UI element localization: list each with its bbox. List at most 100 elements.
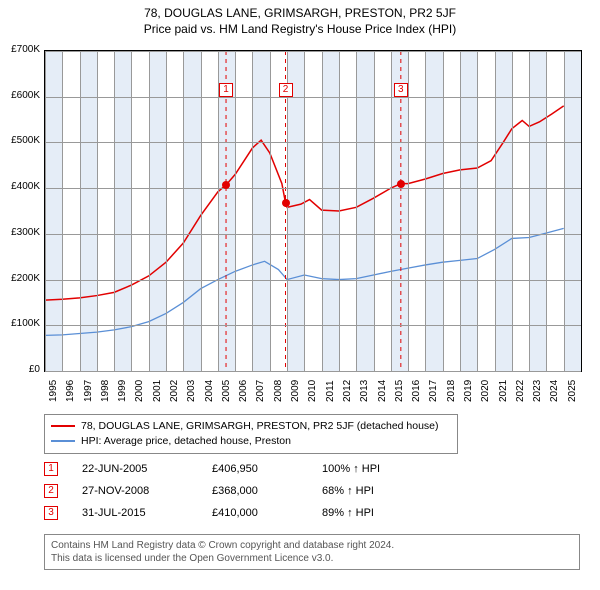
gridline-v	[80, 51, 81, 371]
event-marker-box: 2	[279, 83, 293, 97]
gridline-v	[218, 51, 219, 371]
transaction-row: 1 22-JUN-2005£406,950100% ↑ HPI	[44, 462, 580, 478]
row-price: £410,000	[212, 507, 322, 519]
y-axis-label: £0	[0, 364, 40, 375]
gridline-v	[546, 51, 547, 371]
gridline-v	[425, 51, 426, 371]
x-axis-label: 2010	[307, 380, 318, 402]
y-axis-label: £700K	[0, 44, 40, 55]
gridline-h	[45, 371, 581, 372]
event-point	[222, 181, 230, 189]
gridline-v	[45, 51, 46, 371]
legend-swatch	[51, 425, 75, 427]
x-axis-label: 1998	[100, 380, 111, 402]
x-axis-label: 2022	[515, 380, 526, 402]
x-axis-label: 2016	[411, 380, 422, 402]
gridline-h	[45, 142, 581, 143]
x-axis-label: 2013	[359, 380, 370, 402]
gridline-v	[201, 51, 202, 371]
gridline-v	[391, 51, 392, 371]
gridline-h	[45, 97, 581, 98]
gridline-v	[114, 51, 115, 371]
chart-subtitle: Price paid vs. HM Land Registry's House …	[0, 22, 600, 36]
row-date: 27-NOV-2008	[82, 485, 212, 497]
x-axis-label: 2002	[169, 380, 180, 402]
x-axis-label: 2000	[134, 380, 145, 402]
x-axis-label: 2023	[532, 380, 543, 402]
row-marker: 3	[44, 506, 58, 520]
x-axis-label: 2009	[290, 380, 301, 402]
gridline-h	[45, 188, 581, 189]
gridline-v	[131, 51, 132, 371]
gridline-v	[460, 51, 461, 371]
footer-line-2: This data is licensed under the Open Gov…	[51, 552, 573, 565]
x-axis-label: 1999	[117, 380, 128, 402]
address-title: 78, DOUGLAS LANE, GRIMSARGH, PRESTON, PR…	[0, 6, 600, 20]
gridline-v	[356, 51, 357, 371]
x-axis-label: 2011	[325, 380, 336, 402]
x-axis-label: 1997	[83, 380, 94, 402]
x-axis-label: 2001	[152, 380, 163, 402]
row-date: 22-JUN-2005	[82, 463, 212, 475]
row-marker: 1	[44, 462, 58, 476]
gridline-v	[495, 51, 496, 371]
gridline-v	[529, 51, 530, 371]
gridline-v	[287, 51, 288, 371]
legend-text: 78, DOUGLAS LANE, GRIMSARGH, PRESTON, PR…	[81, 420, 439, 432]
row-price: £368,000	[212, 485, 322, 497]
gridline-v	[374, 51, 375, 371]
x-axis-label: 2014	[377, 380, 388, 402]
x-axis-label: 2012	[342, 380, 353, 402]
gridline-v	[564, 51, 565, 371]
event-marker-box: 1	[219, 83, 233, 97]
x-axis-label: 2019	[463, 380, 474, 402]
gridline-h	[45, 51, 581, 52]
gridline-h	[45, 280, 581, 281]
gridline-v	[477, 51, 478, 371]
legend-row: HPI: Average price, detached house, Pres…	[51, 434, 451, 449]
x-axis-label: 2020	[480, 380, 491, 402]
gridline-v	[322, 51, 323, 371]
y-axis-label: £400K	[0, 181, 40, 192]
event-point	[282, 199, 290, 207]
x-axis-label: 2004	[204, 380, 215, 402]
gridline-h	[45, 325, 581, 326]
row-price: £406,950	[212, 463, 322, 475]
x-axis-label: 2025	[567, 380, 578, 402]
row-pct: 68% ↑ HPI	[322, 485, 442, 497]
gridline-v	[62, 51, 63, 371]
gridline-v	[252, 51, 253, 371]
event-marker-box: 3	[394, 83, 408, 97]
x-axis-label: 2008	[273, 380, 284, 402]
x-axis-label: 2024	[549, 380, 560, 402]
gridline-v	[408, 51, 409, 371]
chart-legend: 78, DOUGLAS LANE, GRIMSARGH, PRESTON, PR…	[44, 414, 458, 454]
gridline-h	[45, 234, 581, 235]
x-axis-label: 2021	[498, 380, 509, 402]
attribution-footer: Contains HM Land Registry data © Crown c…	[44, 534, 580, 570]
y-axis-label: £600K	[0, 90, 40, 101]
footer-line-1: Contains HM Land Registry data © Crown c…	[51, 539, 573, 552]
row-pct: 89% ↑ HPI	[322, 507, 442, 519]
transaction-row: 3 31-JUL-2015£410,00089% ↑ HPI	[44, 506, 580, 522]
y-axis-label: £300K	[0, 227, 40, 238]
gridline-v	[235, 51, 236, 371]
legend-text: HPI: Average price, detached house, Pres…	[81, 435, 291, 447]
x-axis-label: 2017	[428, 380, 439, 402]
gridline-v	[97, 51, 98, 371]
gridline-v	[149, 51, 150, 371]
y-axis-label: £200K	[0, 273, 40, 284]
x-axis-label: 2005	[221, 380, 232, 402]
legend-row: 78, DOUGLAS LANE, GRIMSARGH, PRESTON, PR…	[51, 419, 451, 434]
x-axis-label: 1996	[65, 380, 76, 402]
row-pct: 100% ↑ HPI	[322, 463, 442, 475]
x-axis-label: 2006	[238, 380, 249, 402]
chart-plot-area: 1 2 3	[44, 50, 582, 372]
legend-swatch	[51, 440, 75, 442]
row-date: 31-JUL-2015	[82, 507, 212, 519]
row-marker: 2	[44, 484, 58, 498]
event-point	[397, 180, 405, 188]
gridline-v	[270, 51, 271, 371]
gridline-v	[183, 51, 184, 371]
x-axis-label: 1995	[48, 380, 59, 402]
